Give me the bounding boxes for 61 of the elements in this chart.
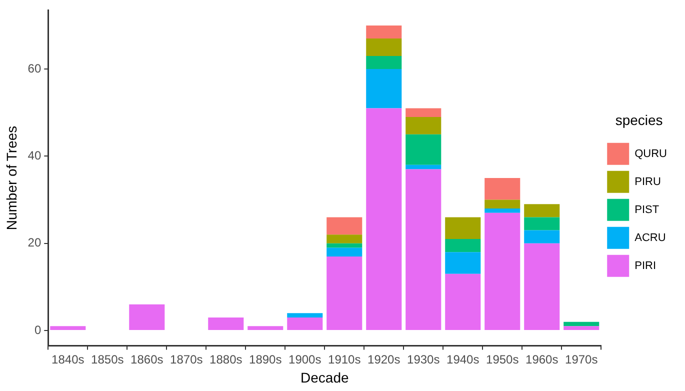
- bar: [406, 164, 442, 170]
- legend-title: species: [615, 112, 663, 128]
- bar: [445, 252, 481, 274]
- bar: [366, 108, 402, 330]
- bar: [406, 134, 442, 165]
- legend-label: QURU: [634, 148, 668, 160]
- bar: [287, 313, 323, 318]
- bar: [326, 234, 362, 244]
- bar: [366, 56, 402, 70]
- bar: [366, 38, 402, 56]
- bar: [406, 108, 442, 117]
- x-tick-label: 1940s: [446, 352, 480, 366]
- x-tick-label: 1900s: [288, 352, 322, 366]
- x-tick-label: 1950s: [486, 352, 519, 366]
- legend-label: PIRU: [634, 176, 661, 188]
- bar: [564, 322, 600, 326]
- bar: [248, 326, 284, 330]
- bar: [50, 326, 86, 330]
- legend-label: PIST: [634, 204, 660, 216]
- x-tick-label: 1960s: [526, 352, 558, 366]
- bar: [564, 326, 600, 330]
- bar: [366, 25, 402, 39]
- bar: [326, 248, 362, 256]
- bar: [287, 317, 323, 330]
- x-tick-label: 1860s: [130, 352, 164, 366]
- bar: [326, 217, 362, 235]
- x-tick-label: 1890s: [249, 352, 282, 366]
- bar: [484, 208, 520, 213]
- y-axis-title: Number of Trees: [3, 126, 20, 230]
- bar: [129, 304, 165, 330]
- y-tick-label: 40: [28, 148, 42, 163]
- x-tick-label: 1880s: [210, 352, 242, 366]
- x-tick-label: 1970s: [565, 352, 598, 366]
- x-axis-title: Decade: [300, 369, 349, 386]
- bar: [208, 317, 244, 330]
- bar: [524, 217, 560, 230]
- bar: [445, 274, 481, 330]
- x-tick-label: 1910s: [328, 352, 361, 366]
- x-tick-label: 1930s: [407, 352, 440, 366]
- bar: [406, 169, 442, 330]
- x-tick-label: 1920s: [368, 352, 400, 366]
- bar: [445, 217, 481, 240]
- x-tick-label: 1870s: [170, 352, 203, 366]
- y-tick-label: 60: [28, 61, 42, 76]
- bar: [326, 243, 362, 248]
- bar: [484, 178, 520, 200]
- bar: [406, 116, 442, 134]
- legend-label: PIRI: [634, 260, 656, 272]
- bar: [484, 200, 520, 209]
- x-tick-label: 1840s: [52, 352, 84, 366]
- bar: [366, 69, 402, 108]
- bar: [484, 212, 520, 330]
- y-tick-label: 0: [34, 322, 42, 337]
- bar: [524, 243, 560, 330]
- bar: [326, 256, 362, 330]
- y-tick-label: 20: [28, 236, 42, 250]
- bar: [445, 239, 481, 252]
- bar: [524, 204, 560, 218]
- x-tick-label: 1850s: [91, 352, 124, 366]
- bar: [524, 230, 560, 244]
- legend-label: ACRU: [634, 232, 666, 244]
